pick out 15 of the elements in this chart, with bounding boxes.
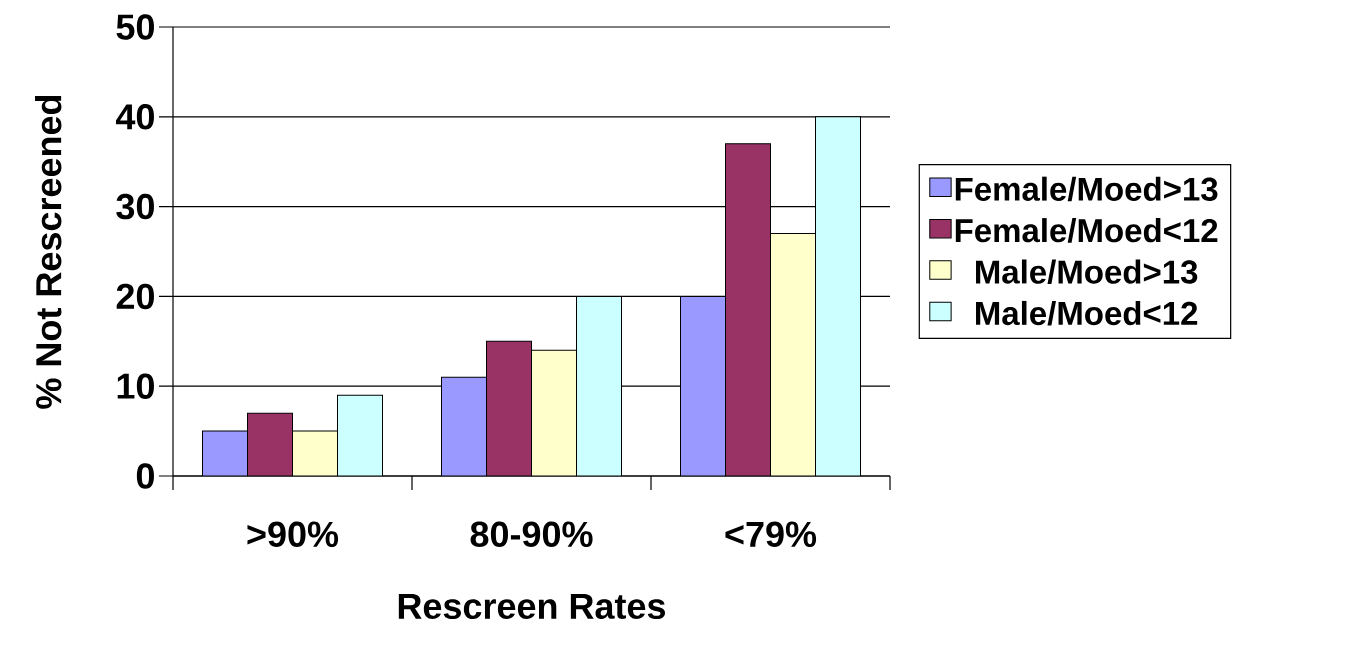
- y-axis-title: % Not Rescreened: [35, 95, 62, 409]
- y-tick-label: 40: [115, 104, 154, 130]
- y-tick-label: 10: [117, 373, 154, 399]
- y-tick-label: 20: [116, 283, 154, 310]
- legend-label: Male/Moed<12: [976, 300, 1198, 326]
- x-axis-title: Rescreen Rates: [398, 593, 666, 619]
- x-tick-label: <79%: [725, 521, 817, 548]
- legend-label: Female/Moed<12: [955, 218, 1218, 243]
- y-tick-label: 30: [116, 193, 154, 220]
- legend-label: Female/Moed>13: [955, 176, 1218, 202]
- x-tick-label: >90%: [247, 521, 339, 548]
- y-tick-label: 50: [116, 14, 154, 40]
- legend-label: Male/Moed>13: [976, 259, 1198, 285]
- x-tick-label: 80-90%: [470, 521, 593, 548]
- y-tick-label: 0: [136, 463, 154, 489]
